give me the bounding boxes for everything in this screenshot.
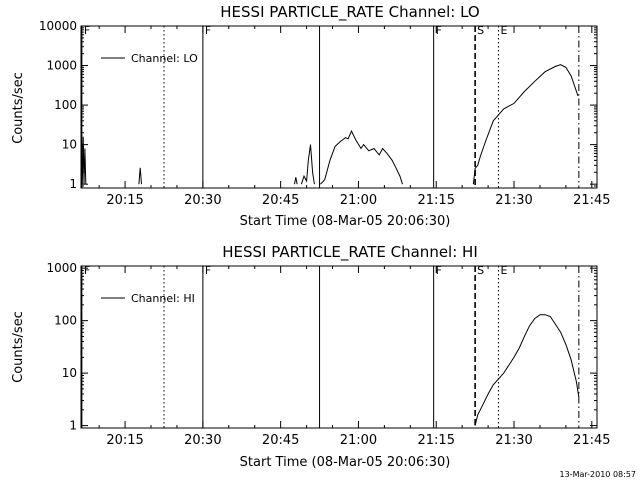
y-tick-label-hi: 1: [69, 419, 77, 433]
chart-title-lo: HESSI PARTICLE_RATE Channel: LO: [220, 3, 479, 22]
y-tick-label-hi: 10: [62, 366, 77, 380]
event-marker-label-hi: S: [477, 264, 484, 277]
series-line-lo: [300, 144, 315, 185]
x-tick-label-hi: 20:45: [262, 433, 299, 448]
series-line-lo: [80, 136, 87, 185]
legend-label-hi: Channel: HI: [131, 292, 195, 305]
event-marker-label-lo: S: [477, 24, 484, 37]
x-tick-label-hi: 21:45: [573, 433, 610, 448]
event-marker-label-lo: F: [84, 24, 90, 37]
x-tick-label-lo: 20:30: [184, 193, 221, 208]
y-tick-label-lo: 1000: [46, 59, 77, 73]
series-line-lo: [138, 167, 142, 185]
legend-label-lo: Channel: LO: [131, 52, 198, 65]
x-tick-label-hi: 21:30: [495, 433, 532, 448]
x-tick-label-hi: 21:00: [340, 433, 377, 448]
y-tick-label-hi: 100: [54, 314, 77, 328]
y-axis-label-hi: Counts/sec: [11, 311, 26, 383]
event-marker-label-hi: F: [84, 264, 90, 277]
y-tick-label-lo: 1: [69, 177, 77, 191]
event-marker-label-hi: F: [436, 264, 442, 277]
series-line-lo: [294, 177, 298, 185]
y-tick-label-lo: 10: [62, 138, 77, 152]
y-tick-label-lo: 100: [54, 98, 77, 112]
x-tick-label-hi: 20:30: [184, 433, 221, 448]
x-tick-label-hi: 20:15: [106, 433, 143, 448]
x-axis-label-hi: Start Time (08-Mar-05 20:06:30): [240, 455, 451, 470]
series-line-lo: [320, 129, 403, 185]
footer-timestamp: 13-Mar-2010 08:57: [560, 470, 637, 479]
x-tick-label-lo: 21:00: [340, 193, 377, 208]
series-line-lo: [472, 64, 579, 185]
event-marker-label-hi: F: [205, 264, 211, 277]
x-tick-label-lo: 21:30: [495, 193, 532, 208]
x-tick-label-lo: 21:15: [418, 193, 455, 208]
event-marker-label-lo: E: [500, 24, 507, 37]
chart-title-hi: HESSI PARTICLE_RATE Channel: HI: [222, 243, 478, 262]
event-marker-label-lo: F: [436, 24, 442, 37]
y-tick-label-hi: 1000: [46, 261, 77, 275]
x-axis-label-lo: Start Time (08-Mar-05 20:06:30): [240, 214, 451, 229]
y-tick-label-lo: 10000: [39, 19, 77, 33]
event-marker-label-lo: F: [205, 24, 211, 37]
y-axis-label-lo: Counts/sec: [11, 72, 26, 144]
event-marker-label-hi: E: [500, 264, 507, 277]
x-tick-label-lo: 20:45: [262, 193, 299, 208]
x-tick-label-lo: 20:15: [106, 193, 143, 208]
plot-frame-hi: [80, 265, 598, 429]
x-tick-label-hi: 21:15: [418, 433, 455, 448]
x-tick-label-lo: 21:45: [573, 193, 610, 208]
plot-frame-lo: [80, 25, 598, 189]
series-line-hi: [474, 314, 580, 426]
